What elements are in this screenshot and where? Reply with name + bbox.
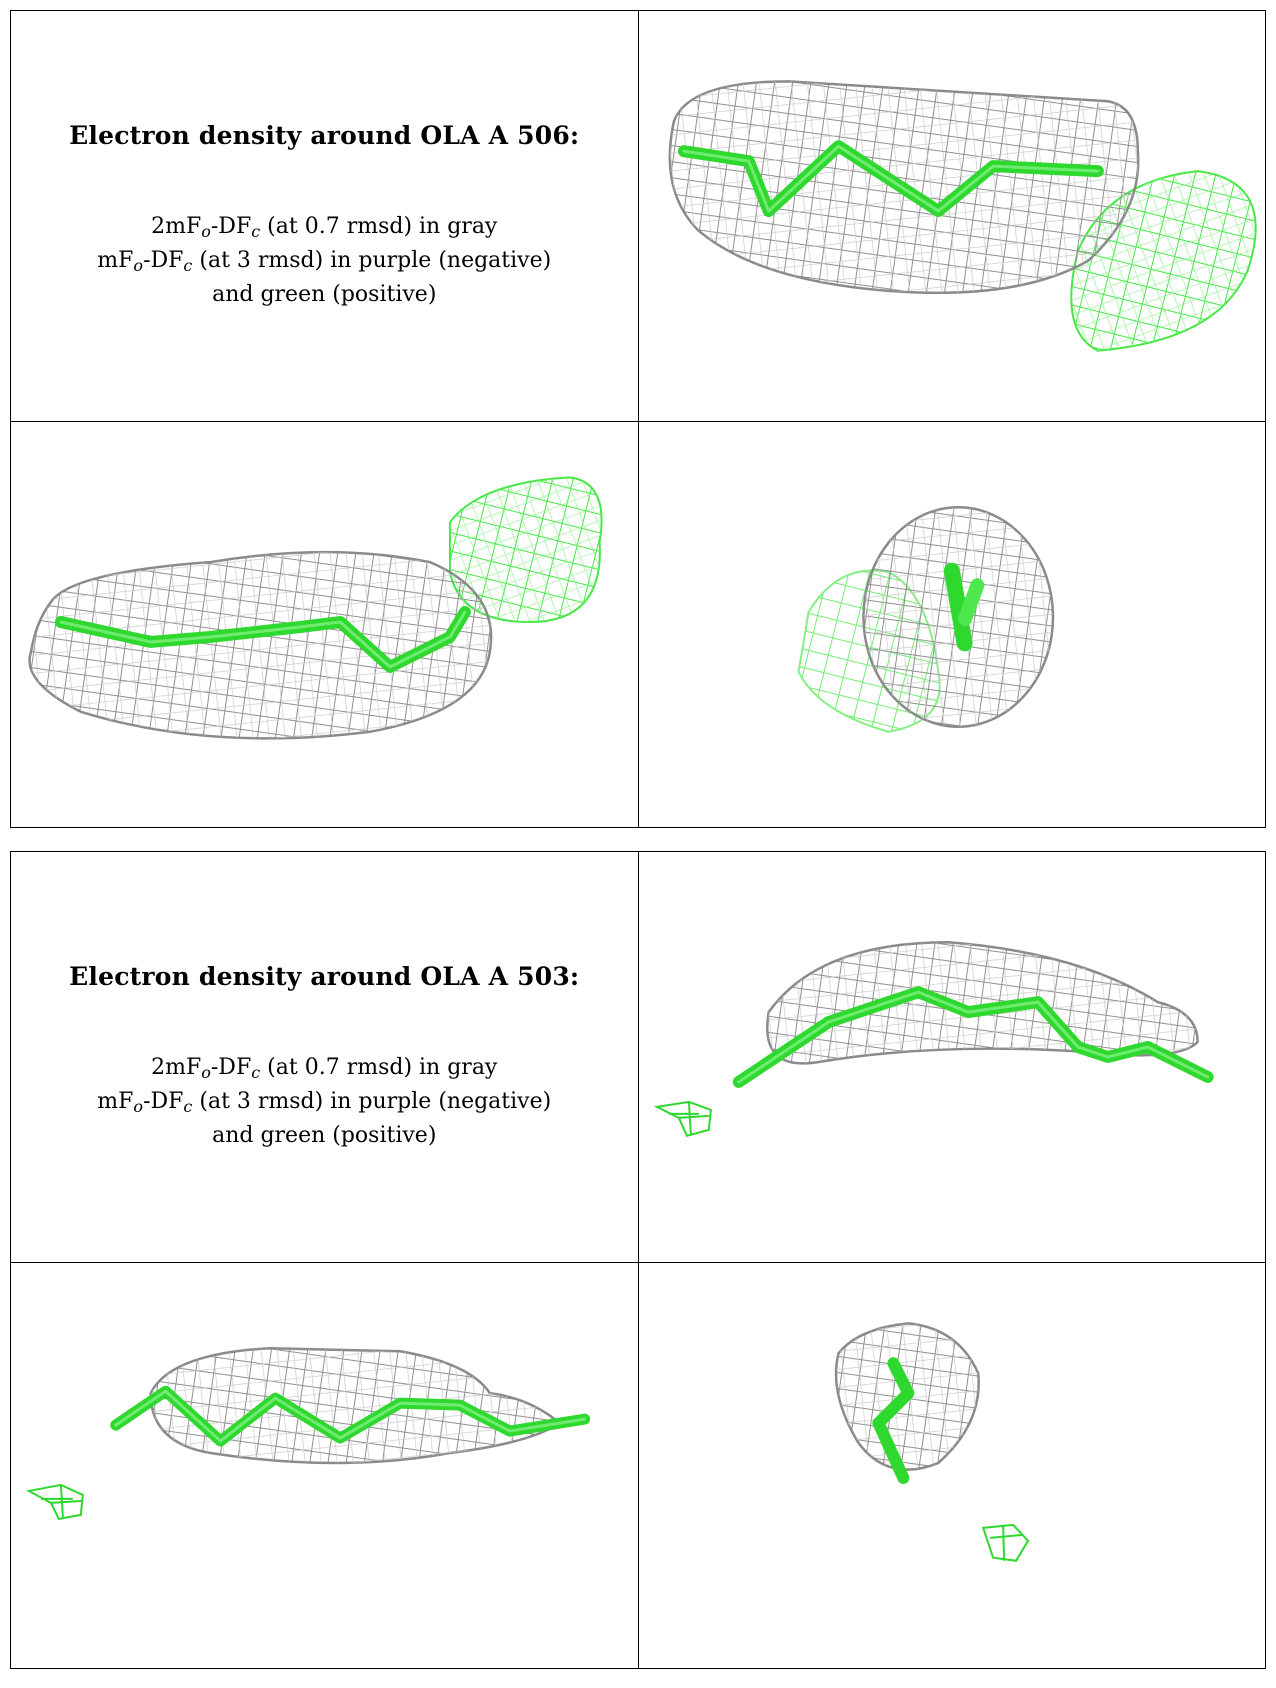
density-view-top-right <box>637 851 1266 1263</box>
density-view-bottom-right <box>637 421 1266 828</box>
caption-cell: Electron density around OLA A 503: 2mFo-… <box>10 851 639 1263</box>
caption: Electron density around OLA A 506: 2mFo-… <box>11 120 637 312</box>
density-mesh-image <box>28 476 603 740</box>
caption-cell: Electron density around OLA A 506: 2mFo-… <box>10 10 639 422</box>
density-mesh-image <box>26 1347 591 1520</box>
map-fofc-legend-continued: and green (positive) <box>212 281 437 307</box>
map-2fofc-legend: 2mFo-DFc (at 0.7 rmsd) in gray <box>151 213 498 241</box>
density-view-bottom-right <box>637 1262 1266 1669</box>
map-fofc-legend: mFo-DFc (at 3 rmsd) in purple (negative) <box>97 1088 552 1116</box>
map-2fofc-legend: 2mFo-DFc (at 0.7 rmsd) in gray <box>151 1054 498 1082</box>
density-panel-ola-a-506: Electron density around OLA A 506: 2mFo-… <box>10 10 1266 828</box>
density-panel-ola-a-503: Electron density around OLA A 503: 2mFo-… <box>10 851 1266 1669</box>
density-mesh-image <box>668 80 1257 352</box>
caption: Electron density around OLA A 503: 2mFo-… <box>11 961 637 1153</box>
map-fofc-legend: mFo-DFc (at 3 rmsd) in purple (negative) <box>97 247 552 275</box>
panel-title: Electron density around OLA A 506: <box>69 120 580 150</box>
density-mesh-image <box>653 941 1214 1137</box>
panel-title: Electron density around OLA A 503: <box>69 961 580 991</box>
density-mesh-image <box>797 506 1054 733</box>
density-view-bottom-left <box>10 1262 639 1669</box>
density-mesh-image <box>834 1322 1029 1562</box>
density-view-top-right <box>637 10 1266 422</box>
map-fofc-legend-continued: and green (positive) <box>212 1122 437 1148</box>
density-view-bottom-left <box>10 421 639 828</box>
